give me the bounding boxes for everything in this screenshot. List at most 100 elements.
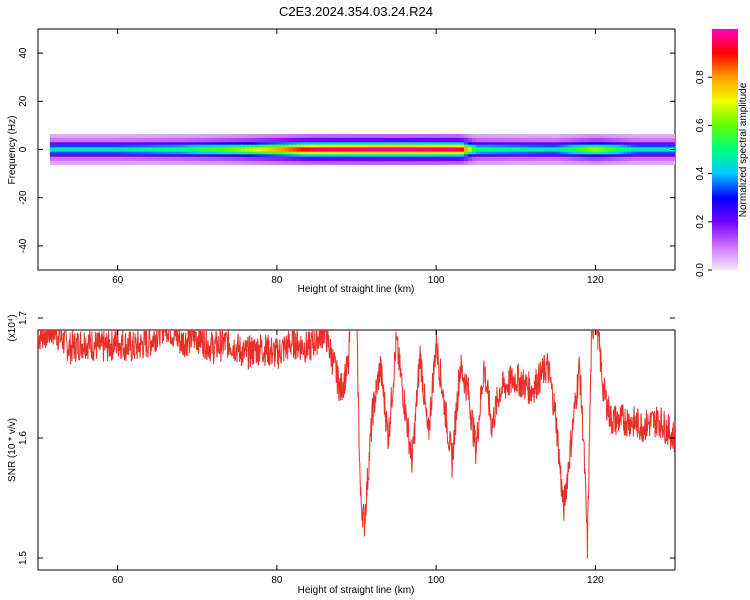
band-cell: [316, 147, 322, 152]
band-cell: [344, 147, 349, 152]
band-cell: [252, 147, 258, 152]
band-cell: [460, 147, 465, 152]
snr-y-ticks: 1.7 1.6 1.5: [18, 311, 675, 565]
band-cell: [233, 147, 238, 152]
band-cell: [412, 147, 417, 152]
band-cell: [376, 147, 381, 152]
band-cell: [133, 147, 138, 152]
band-cell: [603, 147, 608, 152]
band-cell: [432, 147, 437, 152]
band-cell: [615, 147, 620, 152]
spectrogram-y-axis-label: Frequency (Hz): [7, 116, 18, 185]
band-cell: [197, 147, 202, 152]
band-cell: [173, 147, 178, 152]
band-cell: [360, 147, 365, 152]
band-cell: [221, 147, 226, 152]
band-cell: [137, 147, 142, 152]
band-cell: [276, 147, 282, 152]
band-cell: [647, 147, 652, 152]
band-cell: [643, 147, 648, 152]
band-cell: [336, 147, 341, 152]
band-cell: [372, 147, 377, 152]
band-cell: [101, 147, 107, 152]
band-cell: [296, 147, 302, 152]
band-cell: [651, 147, 656, 152]
band-cell: [428, 147, 433, 152]
figure-title: C2E3.2024.354.03.24.R24: [279, 4, 433, 19]
band-cell: [452, 147, 457, 152]
colorbar-tick-label: 0.0: [695, 263, 706, 277]
band-cell: [448, 147, 453, 152]
band-cell: [511, 147, 517, 152]
band-cell: [85, 147, 91, 152]
band-cell: [81, 147, 87, 152]
band-cell: [49, 147, 55, 152]
band-cell: [400, 147, 405, 152]
band-cell: [547, 147, 552, 152]
band-cell: [531, 147, 537, 152]
band-cell: [535, 147, 541, 152]
band-cell: [567, 147, 572, 152]
band-cell: [499, 147, 505, 152]
band-cell: [105, 147, 111, 152]
band-cell: [416, 147, 421, 152]
band-cell: [663, 147, 668, 152]
band-cell: [69, 147, 75, 152]
band-cell: [157, 147, 162, 152]
band-cell: [440, 147, 445, 152]
spectrogram-x-axis-label: Height of straight line (km): [298, 284, 415, 295]
band-cell: [213, 147, 218, 152]
band-cell: [304, 147, 310, 152]
band-cell: [635, 147, 640, 152]
band-cell: [623, 147, 628, 152]
band-cell: [141, 147, 146, 152]
band-cell: [515, 147, 521, 152]
band-cell: [527, 147, 533, 152]
band-cell: [229, 147, 234, 152]
band-cell: [555, 147, 560, 152]
band-cell: [595, 147, 600, 152]
y-tick-label: 1.5: [18, 551, 29, 565]
band-cell: [587, 147, 592, 152]
band-cell: [408, 147, 413, 152]
band-cell: [456, 147, 461, 152]
band-cell: [249, 147, 254, 152]
band-cell: [292, 147, 298, 152]
snr-x-ticks: 60 80 100 120: [112, 330, 604, 586]
band-cell: [467, 147, 473, 152]
spectral-band: [49, 134, 675, 165]
y-tick-label: 1.6: [18, 431, 29, 445]
x-tick-label: 60: [112, 275, 124, 286]
colorbar-tick-label: 0.8: [695, 70, 706, 84]
band-cell: [424, 147, 429, 152]
band-cell: [113, 147, 119, 152]
band-cell: [288, 147, 294, 152]
band-cell: [205, 147, 210, 152]
band-cell: [463, 147, 469, 152]
x-tick-label: 120: [587, 575, 604, 586]
band-cell: [607, 147, 612, 152]
snr-plot-area: [37, 329, 676, 571]
band-cell: [667, 147, 672, 152]
band-cell: [523, 147, 529, 152]
band-cell: [631, 147, 636, 152]
band-cell: [193, 147, 198, 152]
band-cell: [364, 147, 369, 152]
x-tick-label: 80: [271, 575, 283, 586]
y-tick-label: 40: [18, 47, 29, 59]
band-cell: [368, 147, 373, 152]
colorbar-gradient: [712, 29, 738, 270]
band-cell: [320, 147, 326, 152]
x-tick-label: 100: [428, 575, 445, 586]
band-cell: [300, 147, 306, 152]
band-cell: [61, 147, 67, 152]
band-cell: [579, 147, 584, 152]
band-cell: [543, 147, 548, 152]
band-cell: [245, 147, 250, 152]
band-cell: [380, 147, 385, 152]
snr-y-axis-label: SNR (10 * v/v): [7, 418, 18, 482]
band-cell: [201, 147, 206, 152]
band-cell: [436, 147, 441, 152]
band-cell: [384, 147, 389, 152]
